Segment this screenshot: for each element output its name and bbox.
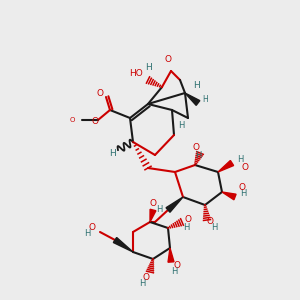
Text: H: H bbox=[156, 206, 162, 214]
Text: O: O bbox=[164, 56, 172, 64]
Text: O: O bbox=[193, 143, 200, 152]
Text: H: H bbox=[240, 188, 246, 197]
Text: O: O bbox=[142, 272, 149, 281]
Text: H: H bbox=[139, 278, 145, 287]
Polygon shape bbox=[166, 197, 183, 212]
Text: H: H bbox=[194, 80, 200, 89]
Text: O: O bbox=[88, 224, 95, 232]
Polygon shape bbox=[168, 248, 174, 262]
Text: H: H bbox=[171, 266, 177, 275]
Polygon shape bbox=[185, 93, 200, 105]
Text: O: O bbox=[206, 218, 214, 226]
Text: O: O bbox=[242, 163, 248, 172]
Text: H: H bbox=[146, 62, 152, 71]
Text: O: O bbox=[92, 118, 98, 127]
Text: H: H bbox=[211, 224, 217, 232]
Text: O: O bbox=[184, 215, 191, 224]
Text: H: H bbox=[195, 151, 201, 160]
Text: O: O bbox=[69, 117, 75, 123]
Polygon shape bbox=[113, 238, 133, 252]
Text: HO: HO bbox=[129, 68, 143, 77]
Text: H: H bbox=[237, 155, 243, 164]
Polygon shape bbox=[218, 160, 234, 172]
Text: O: O bbox=[173, 260, 181, 269]
Text: O: O bbox=[149, 199, 157, 208]
Polygon shape bbox=[150, 209, 156, 222]
Text: H: H bbox=[110, 148, 116, 158]
Text: H: H bbox=[183, 223, 189, 232]
Text: O: O bbox=[97, 88, 104, 98]
Text: H: H bbox=[178, 121, 184, 130]
Text: H: H bbox=[84, 230, 90, 238]
Text: H: H bbox=[202, 95, 208, 104]
Text: O: O bbox=[238, 182, 245, 191]
Polygon shape bbox=[222, 192, 236, 200]
